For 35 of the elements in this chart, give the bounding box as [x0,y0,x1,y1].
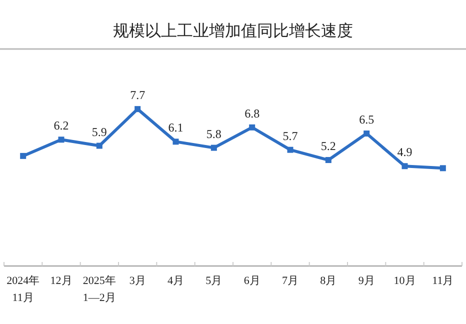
xtick: 12月 [50,275,72,287]
title: 规模以上工业增加值同比增长速度 [113,21,353,40]
label: 7.7 [130,88,146,102]
point [134,106,141,112]
label: 6.1 [168,120,184,135]
label: 6.8 [244,106,260,120]
point [172,138,179,145]
label: 6.2 [54,118,69,133]
xtick: 4月 [168,275,184,287]
point [96,142,102,149]
label: 5.9 [92,124,107,139]
xtick: 5月 [206,275,222,287]
label: 5.2 [320,139,336,154]
point [364,130,370,137]
label: 6.5 [359,112,374,127]
point [20,152,26,159]
xtick: 6月 [244,275,260,287]
xtick: 8月 [320,275,337,287]
label: 4.9 [397,145,412,160]
point [440,165,446,172]
point [325,157,332,164]
xtick: 7月 [282,275,298,287]
xtick: 3月 [129,275,146,287]
xtick: 2024年 11月 [6,275,40,304]
label: 5.7 [282,128,298,143]
point [249,124,256,130]
point [402,163,408,170]
point [287,146,294,153]
xtick: 11月 [432,275,454,287]
xtick: 2025年 1—2月 [82,275,116,304]
point [58,136,64,143]
xtick: 10月 [394,275,416,287]
point [210,144,217,151]
xtick: 9月 [358,275,375,287]
label: 5.8 [206,126,222,141]
